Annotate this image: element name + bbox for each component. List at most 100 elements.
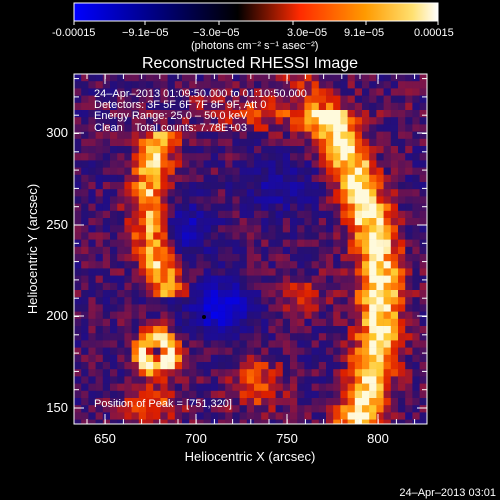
- map-pixel: [390, 383, 399, 392]
- map-pixel: [383, 419, 392, 424]
- map-pixel: [275, 138, 284, 147]
- map-pixel: [347, 268, 356, 276]
- map-pixel: [376, 369, 384, 377]
- map-pixel: [369, 268, 377, 276]
- map-pixel: [239, 268, 248, 276]
- map-pixel: [261, 398, 269, 406]
- map-pixel: [74, 282, 82, 291]
- map-pixel: [405, 160, 413, 168]
- map-pixel: [88, 347, 96, 356]
- map-pixel: [426, 297, 427, 305]
- map-pixel: [74, 88, 82, 96]
- map-pixel: [254, 232, 262, 240]
- map-pixel: [117, 390, 125, 399]
- map-pixel: [95, 138, 104, 147]
- map-pixel: [290, 398, 298, 406]
- map-pixel: [419, 95, 427, 104]
- map-pixel: [102, 225, 111, 233]
- map-pixel: [282, 369, 291, 377]
- map-pixel: [110, 268, 118, 276]
- map-pixel: [333, 290, 341, 298]
- map-pixel: [218, 297, 226, 305]
- map-pixel: [304, 124, 312, 132]
- map-pixel: [419, 196, 427, 204]
- map-pixel: [426, 153, 427, 161]
- map-pixel: [153, 167, 161, 176]
- map-pixel: [225, 340, 233, 348]
- map-pixel: [426, 160, 427, 168]
- map-pixel: [362, 311, 370, 320]
- map-pixel: [110, 261, 118, 269]
- map-pixel: [390, 340, 399, 348]
- map-pixel: [88, 311, 96, 320]
- map-pixel: [405, 232, 413, 240]
- map-pixel: [376, 124, 384, 132]
- map-pixel: [218, 146, 226, 154]
- map-pixel: [268, 160, 276, 168]
- map-pixel: [347, 333, 356, 341]
- map-pixel: [311, 153, 320, 161]
- map-pixel: [347, 376, 356, 384]
- map-pixel: [405, 102, 413, 111]
- map-pixel: [239, 390, 248, 399]
- map-pixel: [196, 383, 204, 392]
- map-pixel: [318, 182, 327, 190]
- map-pixel: [110, 182, 118, 190]
- map-pixel: [405, 390, 413, 399]
- map-pixel: [232, 174, 240, 183]
- map-pixel: [297, 81, 305, 89]
- map-pixel: [239, 282, 248, 291]
- map-pixel: [210, 81, 219, 89]
- map-pixel: [160, 210, 168, 219]
- map-pixel: [311, 146, 320, 154]
- map-pixel: [354, 398, 363, 406]
- map-pixel: [203, 311, 212, 320]
- map-pixel: [261, 318, 269, 327]
- map-pixel: [426, 246, 427, 255]
- map-pixel: [369, 160, 377, 168]
- map-pixel: [138, 239, 147, 248]
- map-pixel: [304, 95, 312, 104]
- map-pixel: [275, 95, 284, 104]
- map-pixel: [290, 102, 298, 111]
- map-pixel: [182, 390, 190, 399]
- map-pixel: [131, 246, 140, 255]
- map-pixel: [74, 153, 82, 161]
- map-pixel: [297, 167, 305, 176]
- map-pixel: [174, 174, 183, 183]
- map-pixel: [88, 340, 96, 348]
- map-pixel: [405, 246, 413, 255]
- map-pixel: [261, 167, 269, 176]
- map-pixel: [268, 290, 276, 298]
- map-pixel: [203, 138, 212, 147]
- map-pixel: [261, 153, 269, 161]
- map-pixel: [326, 74, 334, 82]
- map-pixel: [225, 218, 233, 226]
- map-pixel: [275, 347, 284, 356]
- map-pixel: [153, 261, 161, 269]
- map-pixel: [153, 246, 161, 255]
- map-pixel: [318, 383, 327, 392]
- map-pixel: [182, 282, 190, 291]
- map-pixel: [210, 95, 219, 104]
- map-pixel: [369, 239, 377, 248]
- map-pixel: [138, 138, 147, 147]
- map-pixel: [174, 95, 183, 104]
- map-pixel: [95, 419, 104, 424]
- map-pixel: [95, 174, 104, 183]
- map-pixel: [74, 261, 82, 269]
- map-pixel: [88, 318, 96, 327]
- map-pixel: [102, 146, 111, 154]
- map-pixel: [426, 369, 427, 377]
- map-pixel: [160, 102, 168, 111]
- map-pixel: [390, 282, 399, 291]
- map-pixel: [261, 405, 269, 413]
- map-pixel: [232, 268, 240, 276]
- map-pixel: [340, 174, 348, 183]
- map-pixel: [354, 95, 363, 104]
- map-pixel: [362, 110, 370, 118]
- map-pixel: [218, 376, 226, 384]
- map-pixel: [232, 153, 240, 161]
- map-pixel: [282, 167, 291, 176]
- map-pixel: [419, 160, 427, 168]
